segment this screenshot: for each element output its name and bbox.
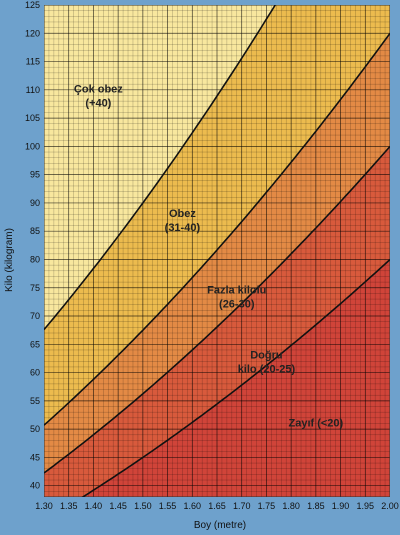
chart-grid	[44, 5, 390, 497]
x-axis-label: Boy (metre)	[194, 520, 246, 531]
x-tick-label: 1.90	[332, 501, 350, 511]
y-axis-label: Kilo (kilogram)	[4, 228, 15, 292]
zone-boundary	[44, 145, 390, 474]
x-tick-labels: 1.30 1.35 1.40 1.45 1.50 1.55 1.60 1.65 1.70 1.75…	[35, 501, 399, 511]
y-tick-label: 120	[25, 28, 40, 38]
y-tick-label: 65	[30, 339, 40, 349]
y-tick-labels: 40 45 50 55 60 65 70 75 80 85 90 95 100 105 110 115 120 1…	[25, 0, 40, 491]
zone-boundary	[44, 32, 390, 426]
x-tick-label: 1.80	[282, 501, 300, 511]
x-tick-label: 1.85	[307, 501, 325, 511]
x-tick-label: 2.00	[381, 501, 399, 511]
y-tick-label: 50	[30, 424, 40, 434]
x-tick-label: 1.95	[357, 501, 375, 511]
zone-boundary	[44, 5, 277, 331]
zone-labels: Çok obez (+40) Obez (31-40) Fazla kilolu (26-…	[74, 84, 344, 430]
y-tick-label: 70	[30, 311, 40, 321]
x-tick-label: 1.65	[208, 501, 226, 511]
y-tick-label: 125	[25, 0, 40, 10]
y-tick-label: 105	[25, 113, 40, 123]
y-tick-label: 100	[25, 141, 40, 151]
x-tick-label: 1.40	[85, 501, 103, 511]
zone-label: Çok obez	[74, 84, 123, 96]
zone-area-0	[44, 5, 276, 330]
x-tick-label: 1.55	[159, 501, 177, 511]
zone-label: (26-30)	[219, 298, 255, 310]
zone-label: Zayıf (<20)	[288, 417, 343, 429]
x-tick-label: 1.30	[35, 501, 53, 511]
zone-boundary	[81, 258, 390, 497]
zone-area-3	[44, 146, 390, 497]
zone-label: Fazla kilolu	[207, 284, 266, 296]
y-tick-label: 75	[30, 283, 40, 293]
y-tick-label: 80	[30, 254, 40, 264]
x-tick-label: 1.35	[60, 501, 78, 511]
y-tick-label: 45	[30, 452, 40, 462]
x-tick-label: 1.50	[134, 501, 152, 511]
y-tick-label: 90	[30, 198, 40, 208]
y-tick-label: 60	[30, 368, 40, 378]
zone-label: Doğru	[250, 349, 282, 361]
y-tick-label: 55	[30, 396, 40, 406]
x-tick-label: 1.75	[258, 501, 276, 511]
zone-label: kilo (20-25)	[238, 363, 296, 375]
y-tick-label: 40	[30, 481, 40, 491]
zone-boundaries	[44, 5, 390, 497]
zone-area-4	[82, 259, 390, 497]
y-tick-label: 95	[30, 170, 40, 180]
x-tick-label: 1.45	[109, 501, 127, 511]
y-tick-label: 85	[30, 226, 40, 236]
y-tick-label: 110	[26, 85, 40, 95]
zone-label: (+40)	[85, 98, 111, 110]
zone-label: Obez	[169, 208, 196, 220]
x-tick-label: 1.60	[184, 501, 202, 511]
zone-label: (31-40)	[165, 222, 201, 234]
x-tick-label: 1.70	[233, 501, 251, 511]
y-tick-label: 115	[26, 57, 40, 67]
